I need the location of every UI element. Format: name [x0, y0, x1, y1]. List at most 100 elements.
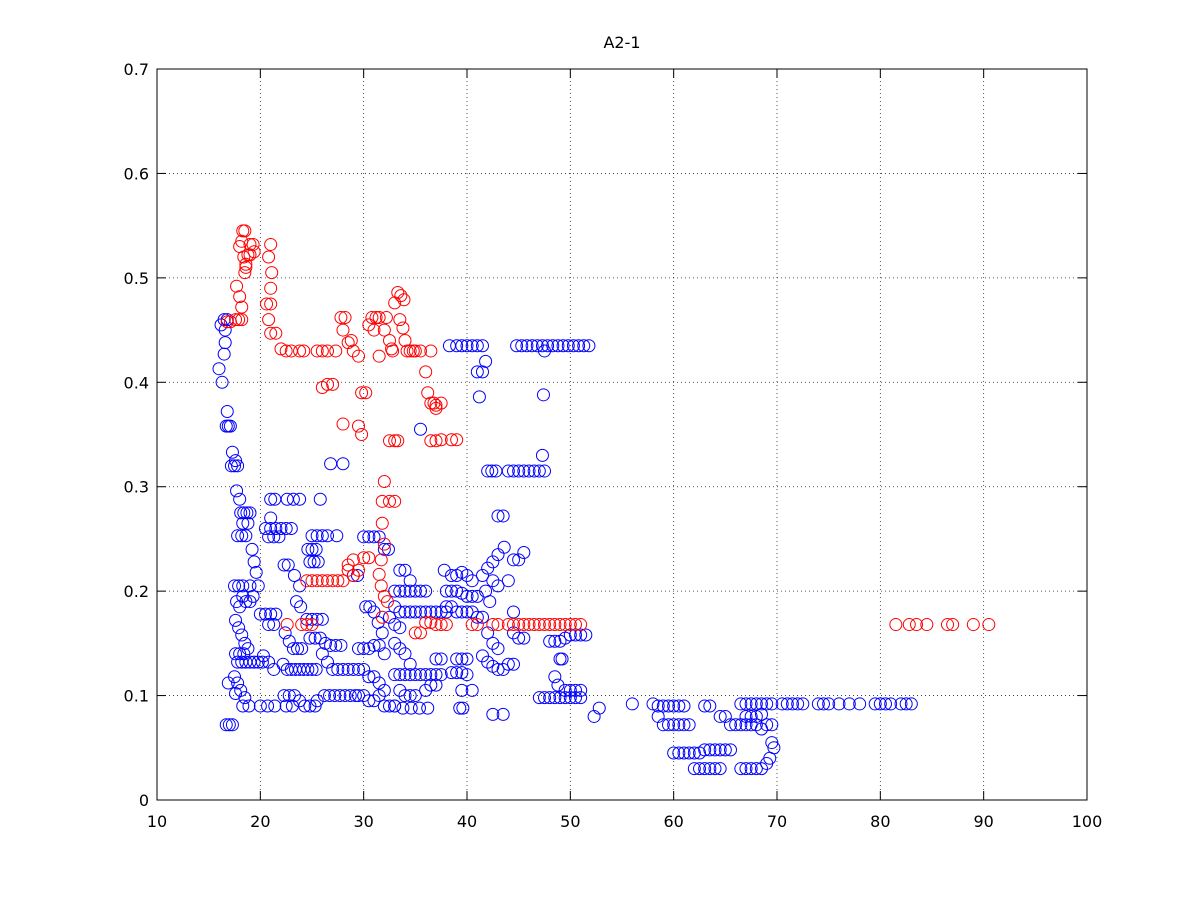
blue-point [412, 701, 426, 715]
blue-point [293, 579, 307, 593]
red-point [393, 313, 407, 327]
blue-point [450, 339, 464, 353]
blue-point [682, 718, 696, 732]
blue-point [485, 464, 499, 478]
blue-point [315, 529, 329, 543]
red-point [300, 618, 314, 632]
blue-point [507, 605, 520, 619]
blue-point [377, 683, 391, 697]
blue-point [251, 579, 265, 593]
x-tick-label: 80 [870, 812, 890, 831]
blue-point [343, 689, 357, 703]
blue-point [261, 699, 275, 713]
blue-point [569, 628, 582, 642]
blue-point [525, 339, 539, 353]
red-point [315, 344, 329, 358]
blue-point [253, 699, 267, 713]
blue-point [230, 484, 244, 498]
blue-point [238, 691, 252, 705]
blue-point [398, 605, 412, 619]
red-point [501, 618, 515, 632]
blue-point [904, 697, 918, 711]
blue-point [434, 652, 448, 666]
blue-point [791, 697, 805, 711]
blue-point [760, 697, 774, 711]
red-point [379, 311, 393, 325]
blue-point [233, 647, 247, 661]
blue-point [465, 589, 479, 603]
red-point [465, 618, 479, 632]
red-point [512, 618, 526, 632]
red-point [532, 618, 546, 632]
blue-point [530, 339, 544, 353]
red-point [398, 334, 412, 348]
blue-point [372, 530, 386, 544]
blue-point [765, 718, 779, 732]
blue-point [313, 492, 327, 506]
blue-point [535, 448, 549, 462]
blue-point [693, 762, 706, 776]
blue-point [755, 697, 768, 711]
blue-point [269, 607, 283, 621]
blue-point [535, 339, 549, 353]
red-point [297, 344, 311, 358]
red-point [235, 313, 249, 327]
red-point [391, 434, 405, 448]
blue-point [483, 595, 497, 609]
blue-point [259, 607, 272, 621]
blue-point [393, 621, 407, 635]
red-point [388, 494, 402, 508]
red-point [305, 618, 319, 632]
red-point [424, 434, 438, 448]
red-point [966, 618, 980, 632]
blue-point [243, 506, 257, 520]
red-point [346, 344, 360, 358]
red-point [563, 618, 577, 632]
blue-point [346, 662, 360, 676]
blue-point [476, 610, 489, 624]
red-point [265, 266, 279, 280]
red-point [403, 344, 417, 358]
blue-point [285, 699, 299, 713]
blue-point [414, 668, 427, 682]
blue-point [703, 743, 717, 757]
red-point [346, 568, 360, 582]
blue-point [491, 509, 505, 523]
red-point [394, 289, 408, 303]
blue-point [408, 584, 422, 598]
blue-point [377, 699, 391, 713]
blue-point [264, 521, 278, 535]
blue-point [398, 689, 412, 703]
red-point [279, 344, 293, 358]
blue-point [496, 662, 510, 676]
blue-point [235, 529, 249, 543]
blue-point [234, 506, 248, 520]
blue-point [677, 746, 691, 760]
blue-point [388, 584, 402, 598]
blue-point [282, 634, 296, 648]
blue-point [842, 697, 856, 711]
red-point [543, 618, 557, 632]
blue-point [532, 691, 546, 705]
red-point [260, 297, 274, 311]
blue-point [398, 668, 412, 682]
red-point [946, 618, 960, 632]
red-point [383, 434, 396, 448]
blue-point [330, 529, 344, 543]
blue-point [744, 709, 758, 723]
blue-point [246, 589, 260, 603]
blue-point [481, 561, 495, 575]
blue-point [328, 689, 342, 703]
blue-point [501, 464, 515, 478]
blue-point [558, 683, 572, 697]
blue-point [760, 718, 774, 732]
red-point [367, 323, 381, 337]
blue-point [479, 354, 493, 368]
axis-ticks [156, 68, 1088, 801]
red-point [491, 618, 505, 632]
blue-point [760, 756, 774, 770]
red-point [300, 574, 314, 588]
blue-point [656, 718, 670, 732]
blue-point [538, 344, 551, 358]
x-tick-label: 60 [663, 812, 683, 831]
